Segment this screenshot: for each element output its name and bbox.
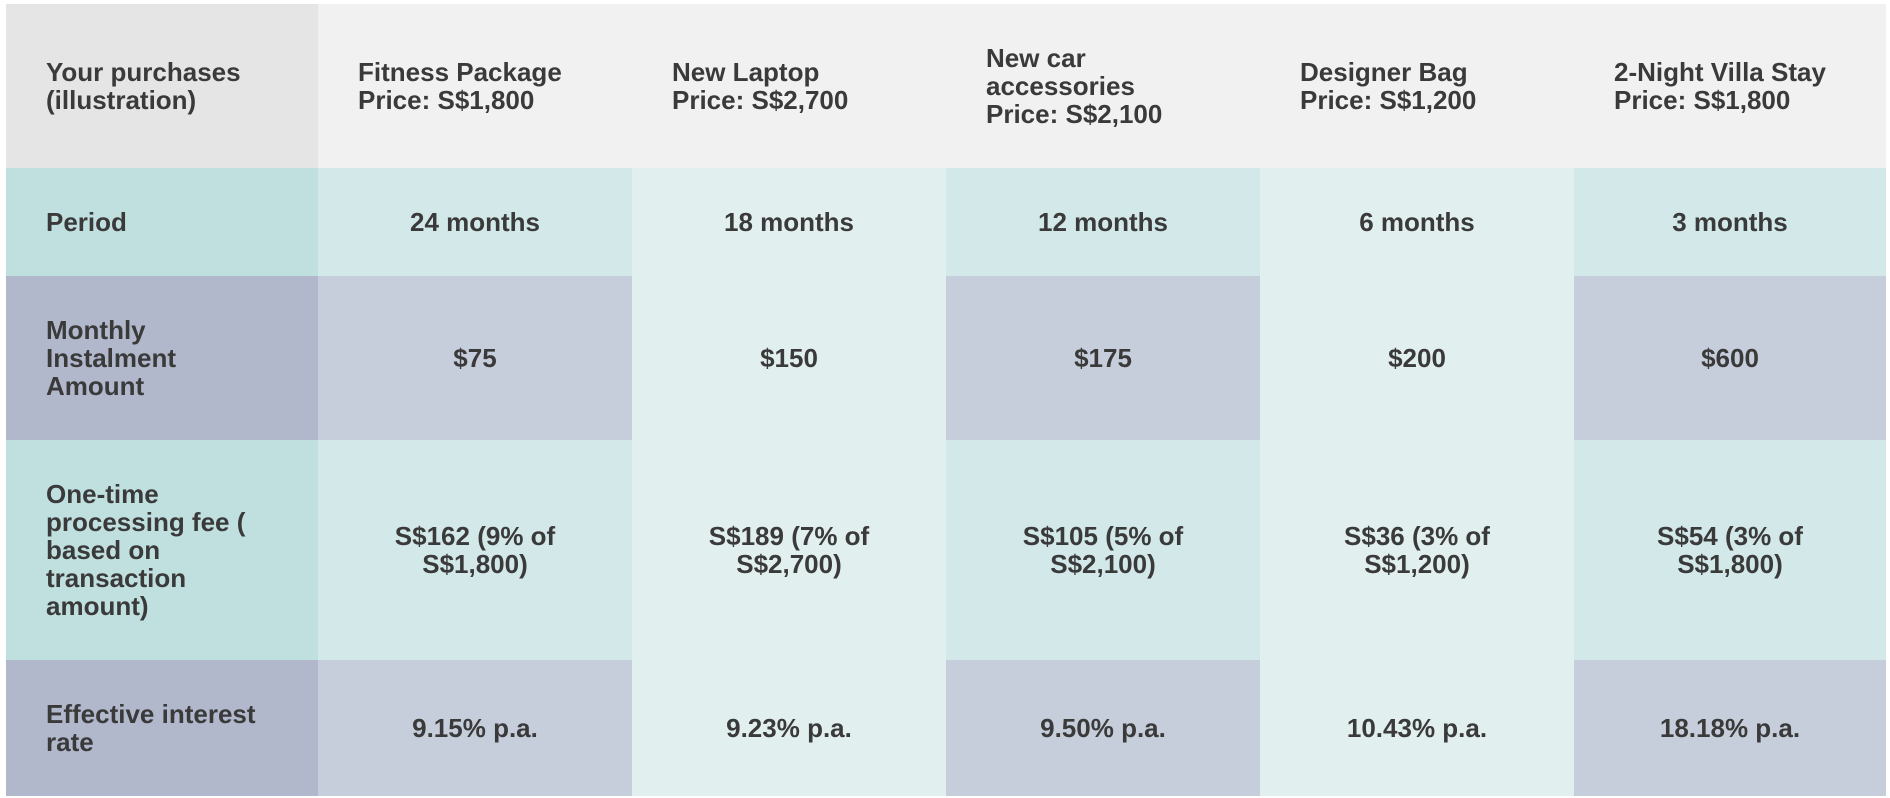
row-label-period: Period — [6, 168, 318, 276]
processing-fee-cell: S$105 (5% of S$2,100) — [946, 440, 1260, 660]
effective-interest-rate-cell: 10.43% p.a. — [1260, 660, 1574, 796]
processing-fee-cell: S$189 (7% of S$2,700) — [632, 440, 946, 660]
processing-fee-cell: S$54 (3% of S$1,800) — [1574, 440, 1886, 660]
period-cell: 3 months — [1574, 168, 1886, 276]
period-cell: 24 months — [318, 168, 632, 276]
effective-interest-rate-cell: 9.15% p.a. — [318, 660, 632, 796]
header-designer-bag: Designer Bag Price: S$1,200 — [1260, 4, 1574, 168]
header-new-laptop: New Laptop Price: S$2,700 — [632, 4, 946, 168]
row-label-processing-fee: One-time processing fee ( based on trans… — [6, 440, 318, 660]
monthly-instalment-cell: $175 — [946, 276, 1260, 440]
header-villa-stay: 2-Night Villa Stay Price: S$1,800 — [1574, 4, 1886, 168]
monthly-instalment-cell: $150 — [632, 276, 946, 440]
header-corner-cell: Your purchases (illustration) — [6, 4, 318, 168]
processing-fee-cell: S$162 (9% of S$1,800) — [318, 440, 632, 660]
effective-interest-rate-cell: 9.23% p.a. — [632, 660, 946, 796]
period-cell: 6 months — [1260, 168, 1574, 276]
monthly-instalment-cell: $75 — [318, 276, 632, 440]
instalment-comparison-table: Your purchases (illustration) Fitness Pa… — [6, 4, 1886, 796]
effective-interest-rate-cell: 18.18% p.a. — [1574, 660, 1886, 796]
period-cell: 12 months — [946, 168, 1260, 276]
row-label-monthly-instalment: Monthly Instalment Amount — [6, 276, 318, 440]
header-new-car-accessories: New car accessories Price: S$2,100 — [946, 4, 1260, 168]
header-fitness-package: Fitness Package Price: S$1,800 — [318, 4, 632, 168]
monthly-instalment-cell: $600 — [1574, 276, 1886, 440]
monthly-instalment-cell: $200 — [1260, 276, 1574, 440]
processing-fee-cell: S$36 (3% of S$1,200) — [1260, 440, 1574, 660]
period-cell: 18 months — [632, 168, 946, 276]
effective-interest-rate-cell: 9.50% p.a. — [946, 660, 1260, 796]
row-label-effective-interest-rate: Effective interest rate — [6, 660, 318, 796]
